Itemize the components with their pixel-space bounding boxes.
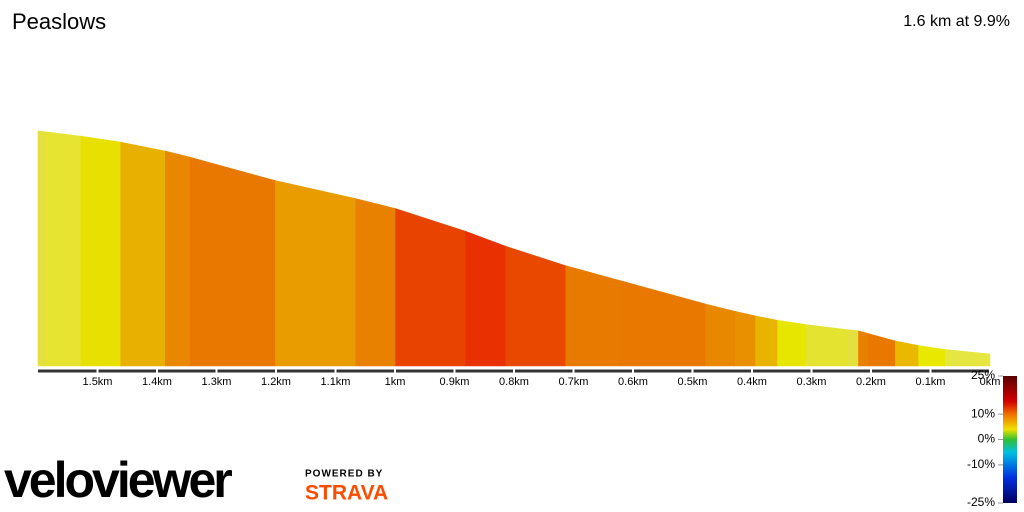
x-tick-label: 1.5km xyxy=(83,376,113,388)
gradient-segment xyxy=(394,208,466,367)
colorbar-label: -25% xyxy=(967,495,995,509)
x-tick-label: 1.4km xyxy=(142,376,172,388)
gradient-segment xyxy=(37,130,46,367)
x-tick-label: 0.7km xyxy=(559,376,589,388)
x-tick-label: 0.3km xyxy=(797,376,827,388)
gradient-segment xyxy=(504,245,566,367)
x-tick-label: 1.1km xyxy=(321,376,351,388)
gradient-segment xyxy=(944,349,991,367)
gradient-segment xyxy=(564,265,621,367)
gradient-segment xyxy=(189,156,276,367)
gradient-segment xyxy=(274,180,356,367)
logo: veloviewer xyxy=(4,452,232,508)
gradient-segment xyxy=(164,150,191,367)
gradient-segment xyxy=(119,141,166,367)
gradient-segment xyxy=(867,333,896,367)
colorbar-label: 25% xyxy=(971,368,995,382)
x-tick-label: 1.2km xyxy=(261,376,291,388)
gradient-segment xyxy=(804,324,849,367)
chart-title: Peaslows xyxy=(12,9,106,34)
gradient-segment xyxy=(44,131,81,367)
x-tick-label: 1.3km xyxy=(202,376,232,388)
gradient-segment xyxy=(619,280,706,367)
colorbar-label: -10% xyxy=(967,457,995,471)
gradient-segment xyxy=(704,303,736,367)
gradient-segment xyxy=(754,315,778,367)
x-tick-label: 0.2km xyxy=(856,376,886,388)
gradient-segment xyxy=(734,310,756,367)
x-tick-label: 0.8km xyxy=(499,376,529,388)
x-tick-label: 0.9km xyxy=(440,376,470,388)
plot-area xyxy=(37,130,991,367)
gradient-segment xyxy=(917,345,946,367)
strava-logo: STRAVA xyxy=(305,482,388,505)
x-tick-label: 0.5km xyxy=(678,376,708,388)
gradient-segment xyxy=(894,340,919,367)
colorbar xyxy=(1003,376,1017,503)
colorbar-label: 0% xyxy=(978,432,996,446)
chart-subtitle: 1.6 km at 9.9% xyxy=(903,13,1010,30)
powered-by: POWERED BY xyxy=(305,469,383,480)
gradient-segment xyxy=(776,319,806,367)
x-tick-label: 0km xyxy=(980,376,1001,388)
x-tick-label: 0.1km xyxy=(916,376,946,388)
x-tick-label: 1km xyxy=(385,376,406,388)
gradient-segment xyxy=(79,135,121,367)
gradient-segment xyxy=(354,198,396,367)
gradient-segment xyxy=(464,230,506,367)
gradient-segment xyxy=(847,329,859,367)
x-tick-label: 0.6km xyxy=(618,376,648,388)
gradient-segment xyxy=(857,330,869,367)
colorbar-label: 10% xyxy=(971,406,995,420)
x-tick-label: 0.4km xyxy=(737,376,767,388)
